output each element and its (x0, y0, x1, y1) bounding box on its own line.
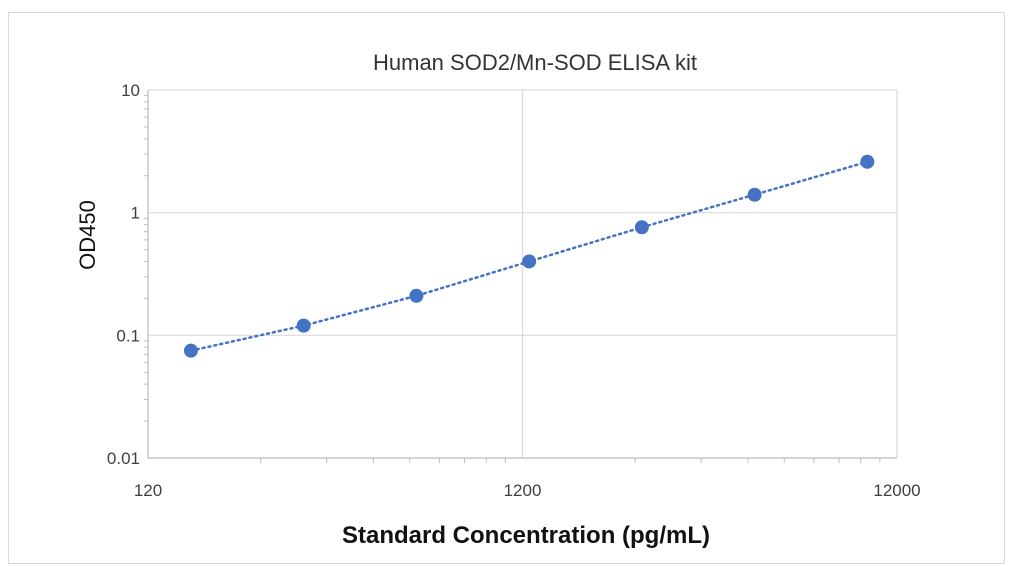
data-point (634, 220, 649, 235)
data-point (522, 254, 537, 269)
chart-title: Human SOD2/Mn-SOD ELISA kit (373, 50, 697, 75)
data-point (860, 154, 875, 169)
axes (144, 90, 897, 463)
tick-labels: 10 1 0.1 0.01 120 1200 12000 (107, 81, 921, 500)
x-axis-label: Standard Concentration (pg/mL) (342, 522, 710, 549)
data-point (183, 343, 198, 358)
data-points (183, 154, 875, 358)
y-axis-label: OD450 (75, 200, 100, 270)
data-point (296, 318, 311, 333)
y-tick-label: 10 (121, 81, 140, 100)
x-tick-label: 1200 (504, 481, 542, 500)
x-tick-label: 120 (134, 481, 162, 500)
y-tick-label: 0.1 (116, 326, 140, 345)
chart-frame (8, 12, 1005, 564)
y-tick-label: 1 (131, 204, 140, 223)
data-point (747, 187, 762, 202)
grid (147, 89, 898, 459)
y-tick-label: 0.01 (107, 449, 140, 468)
x-tick-label: 12000 (873, 481, 920, 500)
data-point (409, 288, 424, 303)
